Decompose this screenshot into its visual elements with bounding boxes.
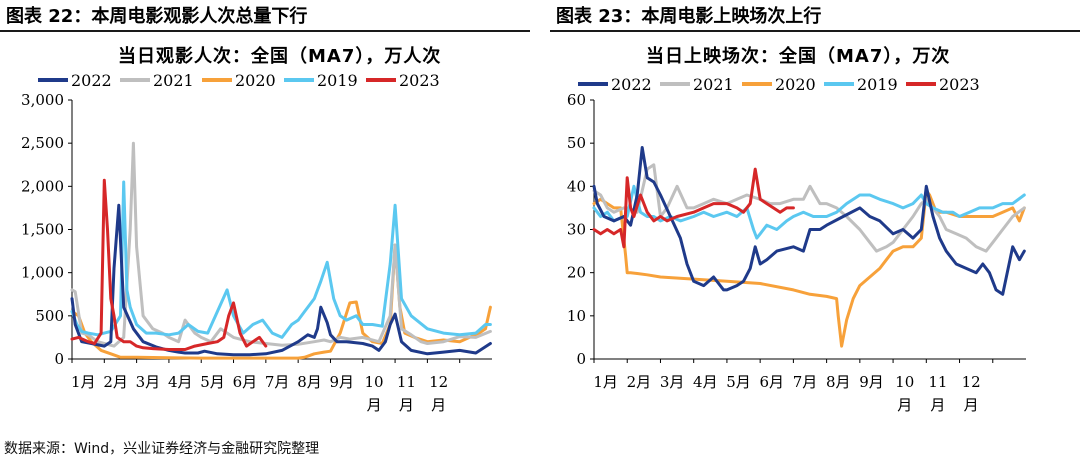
y-tick-label: 60 [567,91,586,109]
series-line-2021 [592,163,1026,253]
legend-label-2021: 2021 [693,75,734,94]
x-tick-label: 7月 [265,373,290,391]
y-tick-label: 1,000 [21,264,64,282]
x-tick-label: 3月 [660,373,685,391]
series-line-2019 [70,180,492,339]
title-rule [0,30,530,32]
chart-canvas: 0 500 1,000 1,500 2,000 2,500 3,000 1月 2月 3月 4月 5月 6… [21,71,492,414]
x-tick-label-unit: 月 [897,396,912,414]
x-tick-label: 8月 [297,373,322,391]
legend-label-2021: 2021 [153,71,194,90]
x-tick-label-unit: 月 [367,396,382,414]
legend-label-2019: 2019 [857,75,898,94]
x-tick-label: 4月 [168,373,193,391]
legend-label-2019: 2019 [317,71,358,90]
x-tick-label-unit: 月 [399,396,414,414]
x-tick-label-unit: 月 [964,396,979,414]
chart-panel-screenings: 图表 23：本周电影上映场次上行 当日上映场次：全国（MA7），万次 0 10 20… [550,0,1080,432]
series-line-2021 [70,141,492,348]
x-tick-label: 1月 [71,373,96,391]
x-tick-label: 8月 [826,373,851,391]
x-tick-label: 6月 [760,373,785,391]
x-tick-label: 12 [962,373,981,391]
x-tick-label-unit: 月 [930,396,945,414]
x-tick-label: 10 [895,373,914,391]
x-tick-label: 5月 [200,373,225,391]
x-tick-label: 11 [397,373,416,391]
series-line-2023 [592,167,795,249]
x-tick-label: 9月 [329,373,354,391]
y-tick-label: 10 [567,307,586,325]
x-tick-label: 6月 [233,373,258,391]
y-tick-label: 2,500 [21,134,64,152]
legend-label-2023: 2023 [399,71,440,90]
source-note: 数据来源：Wind，兴业证券经济与金融研究院整理 [4,441,320,457]
chart-canvas: 0 10 20 30 40 50 60 1月 2月 3月 4月 5月 6月 7月 8月 9月 10 月 11 月 12 月… [567,75,1026,414]
x-tick-label: 11 [928,373,947,391]
x-tick-label: 7月 [793,373,818,391]
legend-label-2020: 2020 [775,75,816,94]
figure-title: 图表 22：本周电影观影人次总量下行 [6,6,308,27]
legend-label-2023: 2023 [939,75,980,94]
legend-label-2022: 2022 [71,71,112,90]
chart-title: 当日上映场次：全国（MA7），万次 [646,46,951,67]
y-tick-label: 0 [54,350,64,368]
legend-label-2020: 2020 [235,71,276,90]
x-tick-label: 2月 [103,373,128,391]
y-tick-label: 50 [567,134,586,152]
y-tick-label: 30 [567,221,586,239]
legend-label-2022: 2022 [611,75,652,94]
x-tick-label: 2月 [627,373,652,391]
x-tick-label-unit: 月 [431,396,446,414]
x-tick-label: 5月 [726,373,751,391]
chart-title: 当日观影人次：全国（MA7），万人次 [118,46,442,67]
title-rule [550,30,1080,32]
y-tick-label: 500 [35,307,64,325]
x-tick-label: 3月 [136,373,161,391]
series-line-2023 [70,178,268,351]
y-tick-label: 40 [567,177,586,195]
figure-title: 图表 23：本周电影上映场次上行 [556,6,822,27]
chart-panel-passengers: 图表 22：本周电影观影人次总量下行 当日观影人次：全国（MA7），万人次 0 5… [0,0,530,432]
series-line-2019 [592,184,1026,240]
x-tick-label: 12 [429,373,448,391]
series-line-2020 [70,243,492,360]
series-line-2022 [70,203,492,357]
y-tick-label: 1,500 [21,221,64,239]
y-tick-label: 20 [567,264,586,282]
y-tick-label: 3,000 [21,91,64,109]
series-line-2022 [592,146,1026,296]
x-tick-label: 1月 [593,373,618,391]
x-tick-label: 10 [365,373,384,391]
y-tick-label: 0 [576,350,586,368]
y-tick-label: 2,000 [21,177,64,195]
x-tick-label: 9月 [859,373,884,391]
x-tick-label: 4月 [693,373,718,391]
